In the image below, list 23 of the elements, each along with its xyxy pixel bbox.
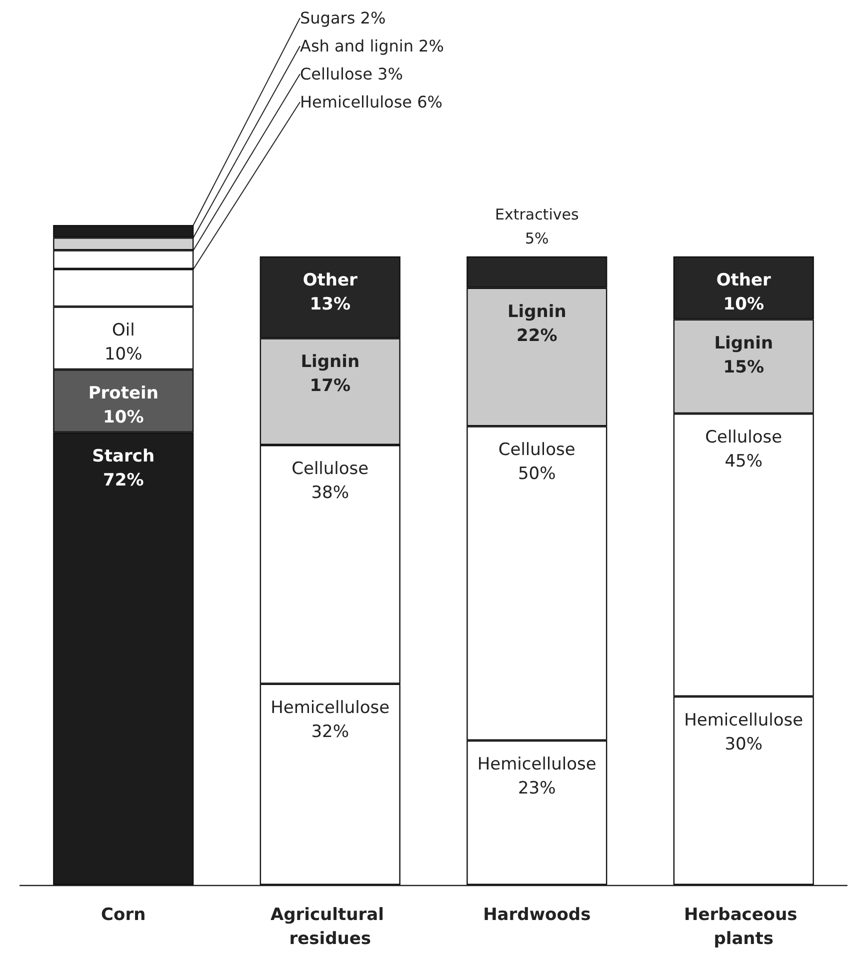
- data-label: Protein 10%: [88, 384, 158, 428]
- data-label: Lignin 15%: [714, 333, 774, 378]
- data-label: Lignin 22%: [507, 302, 566, 346]
- data-label: Other 13%: [302, 270, 358, 314]
- data-label: Hemicellulose 30%: [684, 710, 804, 754]
- data-label: Other 10%: [716, 270, 772, 314]
- x-tick-label: Agricultural residues: [270, 905, 390, 949]
- data-label: Oil 10%: [104, 320, 142, 365]
- data-label: Cellulose 50%: [498, 440, 576, 484]
- data-label: Starch 72%: [92, 446, 155, 490]
- x-tick-label: Corn: [101, 905, 146, 925]
- data-label: Cellulose 38%: [292, 459, 369, 503]
- data-label: Hemicellulose 23%: [477, 754, 596, 798]
- data-label: Hemicellulose 6%: [300, 92, 442, 112]
- data-label: Extractives 5%: [494, 205, 579, 248]
- data-label: Cellulose 3%: [300, 64, 403, 84]
- data-label: Sugars 2%: [300, 8, 386, 28]
- data-label: Cellulose 45%: [705, 428, 782, 472]
- x-tick-label: Herbaceous plants: [684, 905, 804, 949]
- x-tick-label: Hardwoods: [483, 905, 591, 925]
- data-label: Hemicellulose 32%: [270, 698, 390, 742]
- data-label: Ash and lignin 2%: [300, 36, 444, 56]
- data-label: Lignin 17%: [300, 352, 360, 396]
